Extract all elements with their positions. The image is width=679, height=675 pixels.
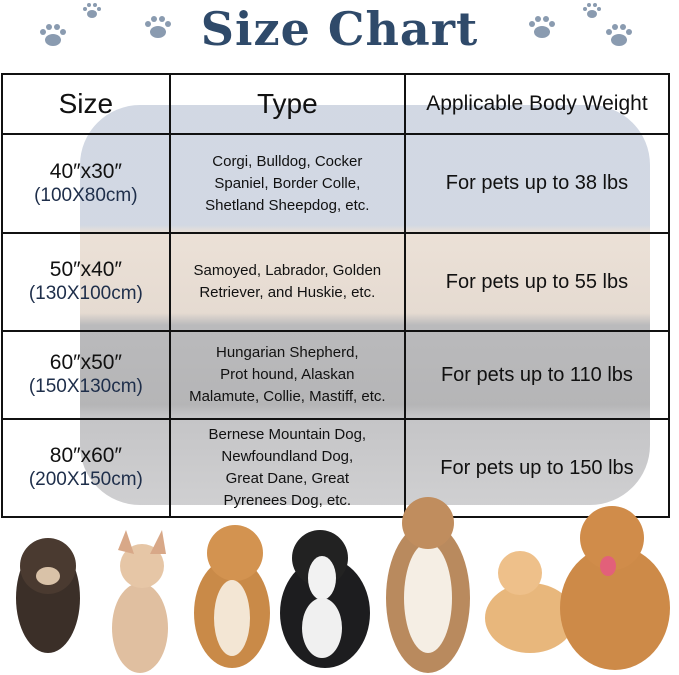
type-line: Great Dane, Great: [225, 470, 350, 487]
header-type: Type: [168, 73, 406, 135]
type-line: Shetland Sheepdog, etc.: [205, 196, 370, 214]
paw-icon: [529, 16, 555, 38]
table-row: 50″x40″ (130X100cm) Samoyed, Labrador, Go…: [1, 232, 671, 332]
shiba-inu-dog-image: [194, 525, 270, 668]
paw-icon: [40, 24, 66, 46]
border-collie-dog-image: [280, 530, 370, 668]
dogs-photo: [16, 497, 670, 673]
size-cm: (200X150cm): [28, 469, 143, 490]
weight-cell: For pets up to 38 lbs: [403, 133, 671, 234]
type-cell: Samoyed, Labrador, Golden Retriever, and …: [168, 232, 406, 332]
paw-icon: [606, 24, 632, 46]
paw-icon: [145, 16, 171, 38]
size-inches: 60″x50″: [49, 351, 122, 374]
type-line: Malamute, Collie, Mastiff, etc.: [189, 388, 386, 405]
type-cell: Bernese Mountain Dog, Newfoundland Dog, Gr…: [168, 418, 406, 518]
table-row: 80″x60″ (200X150cm) Bernese Mountain Dog,…: [1, 418, 671, 518]
size-cell: 60″x50″ (150X130cm): [1, 330, 171, 420]
size-cell: 80″x60″ (200X150cm): [1, 418, 171, 518]
table-header-row: Size Type Applicable Body Weight: [1, 73, 671, 135]
size-inches: 80″x60″: [49, 444, 122, 467]
size-cell: 50″x40″ (130X100cm): [1, 232, 171, 332]
type-line: Corgi, Bulldog, Cocker: [212, 152, 363, 170]
size-table: Size Type Applicable Body Weight 40″x30″…: [1, 73, 671, 518]
weight-cell: For pets up to 55 lbs: [403, 232, 671, 332]
type-line: Retriever, and Huskie, etc.: [199, 284, 376, 301]
header-weight: Applicable Body Weight: [403, 73, 671, 135]
size-inches: 50″x40″: [49, 258, 122, 281]
type-cell: Hungarian Shepherd, Prot hound, Alaskan Ma…: [168, 330, 406, 420]
type-line: Bernese Mountain Dog,: [208, 426, 367, 443]
golden-retriever-dogs-image: [485, 506, 670, 670]
pekingese-dog-image: [16, 538, 80, 653]
header-size: Size: [1, 73, 171, 135]
table-row: 60″x50″ (150X130cm) Hungarian Shepherd, Pr…: [1, 330, 671, 420]
type-line: Newfoundland Dog,: [221, 448, 354, 465]
chihuahua-dog-image: [112, 530, 168, 673]
size-cm: (150X130cm): [28, 376, 143, 397]
size-cell: 40″x30″ (100X80cm): [1, 133, 171, 234]
type-line: Spaniel, Border Colle,: [214, 174, 361, 192]
type-line: Pyrenees Dog, etc.: [223, 492, 352, 509]
type-line: Samoyed, Labrador, Golden: [193, 262, 382, 279]
table-row: 40″x30″ (100X80cm) Corgi, Bulldog, Cocker…: [1, 133, 671, 234]
weight-cell: For pets up to 150 lbs: [403, 418, 671, 518]
collie-dog-image: [386, 497, 470, 673]
size-cm: (130X100cm): [28, 283, 143, 304]
type-line: Prot hound, Alaskan: [220, 366, 355, 383]
size-inches: 40″x30″: [49, 159, 122, 183]
paw-icon: [83, 3, 101, 18]
weight-cell: For pets up to 110 lbs: [403, 330, 671, 420]
page-title: Size Chart: [200, 2, 479, 56]
paw-icon: [583, 3, 601, 18]
type-line: Hungarian Shepherd,: [216, 344, 359, 361]
type-cell: Corgi, Bulldog, Cocker Spaniel, Border Co…: [168, 133, 406, 234]
size-cm: (100X80cm): [34, 184, 138, 206]
